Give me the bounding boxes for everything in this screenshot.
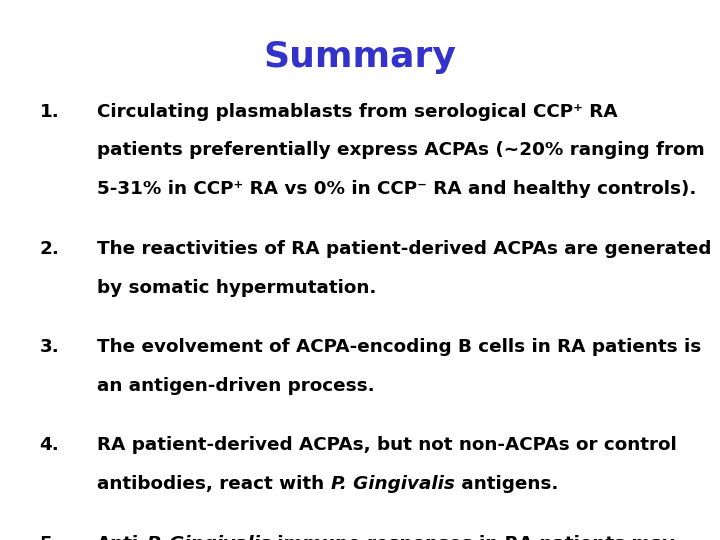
Text: antigens.: antigens. (454, 475, 558, 493)
Text: Circulating plasmablasts from serological CCP⁺ RA: Circulating plasmablasts from serologica… (97, 103, 618, 120)
Text: by somatic hypermutation.: by somatic hypermutation. (97, 279, 377, 296)
Text: Anti-: Anti- (97, 535, 147, 540)
Text: P. Gingivalis: P. Gingivalis (147, 535, 271, 540)
Text: an antigen-driven process.: an antigen-driven process. (97, 377, 375, 395)
Text: immune responses in RA patients may: immune responses in RA patients may (271, 535, 675, 540)
Text: The reactivities of RA patient-derived ACPAs are generated: The reactivities of RA patient-derived A… (97, 240, 711, 258)
Text: patients preferentially express ACPAs (~20% ranging from: patients preferentially express ACPAs (~… (97, 141, 705, 159)
Text: 3.: 3. (40, 338, 59, 356)
Text: antibodies, react with: antibodies, react with (97, 475, 330, 493)
Text: 5.: 5. (40, 535, 59, 540)
Text: 2.: 2. (40, 240, 60, 258)
Text: Summary: Summary (264, 40, 456, 75)
Text: 1.: 1. (40, 103, 59, 120)
Text: 5-31% in CCP⁺ RA vs 0% in CCP⁻ RA and healthy controls).: 5-31% in CCP⁺ RA vs 0% in CCP⁻ RA and he… (97, 180, 696, 198)
Text: The evolvement of ACPA-encoding B cells in RA patients is: The evolvement of ACPA-encoding B cells … (97, 338, 701, 356)
Text: P. Gingivalis: P. Gingivalis (330, 475, 454, 493)
Text: 4.: 4. (40, 436, 59, 454)
Text: RA patient-derived ACPAs, but not non-ACPAs or control: RA patient-derived ACPAs, but not non-AC… (97, 436, 677, 454)
